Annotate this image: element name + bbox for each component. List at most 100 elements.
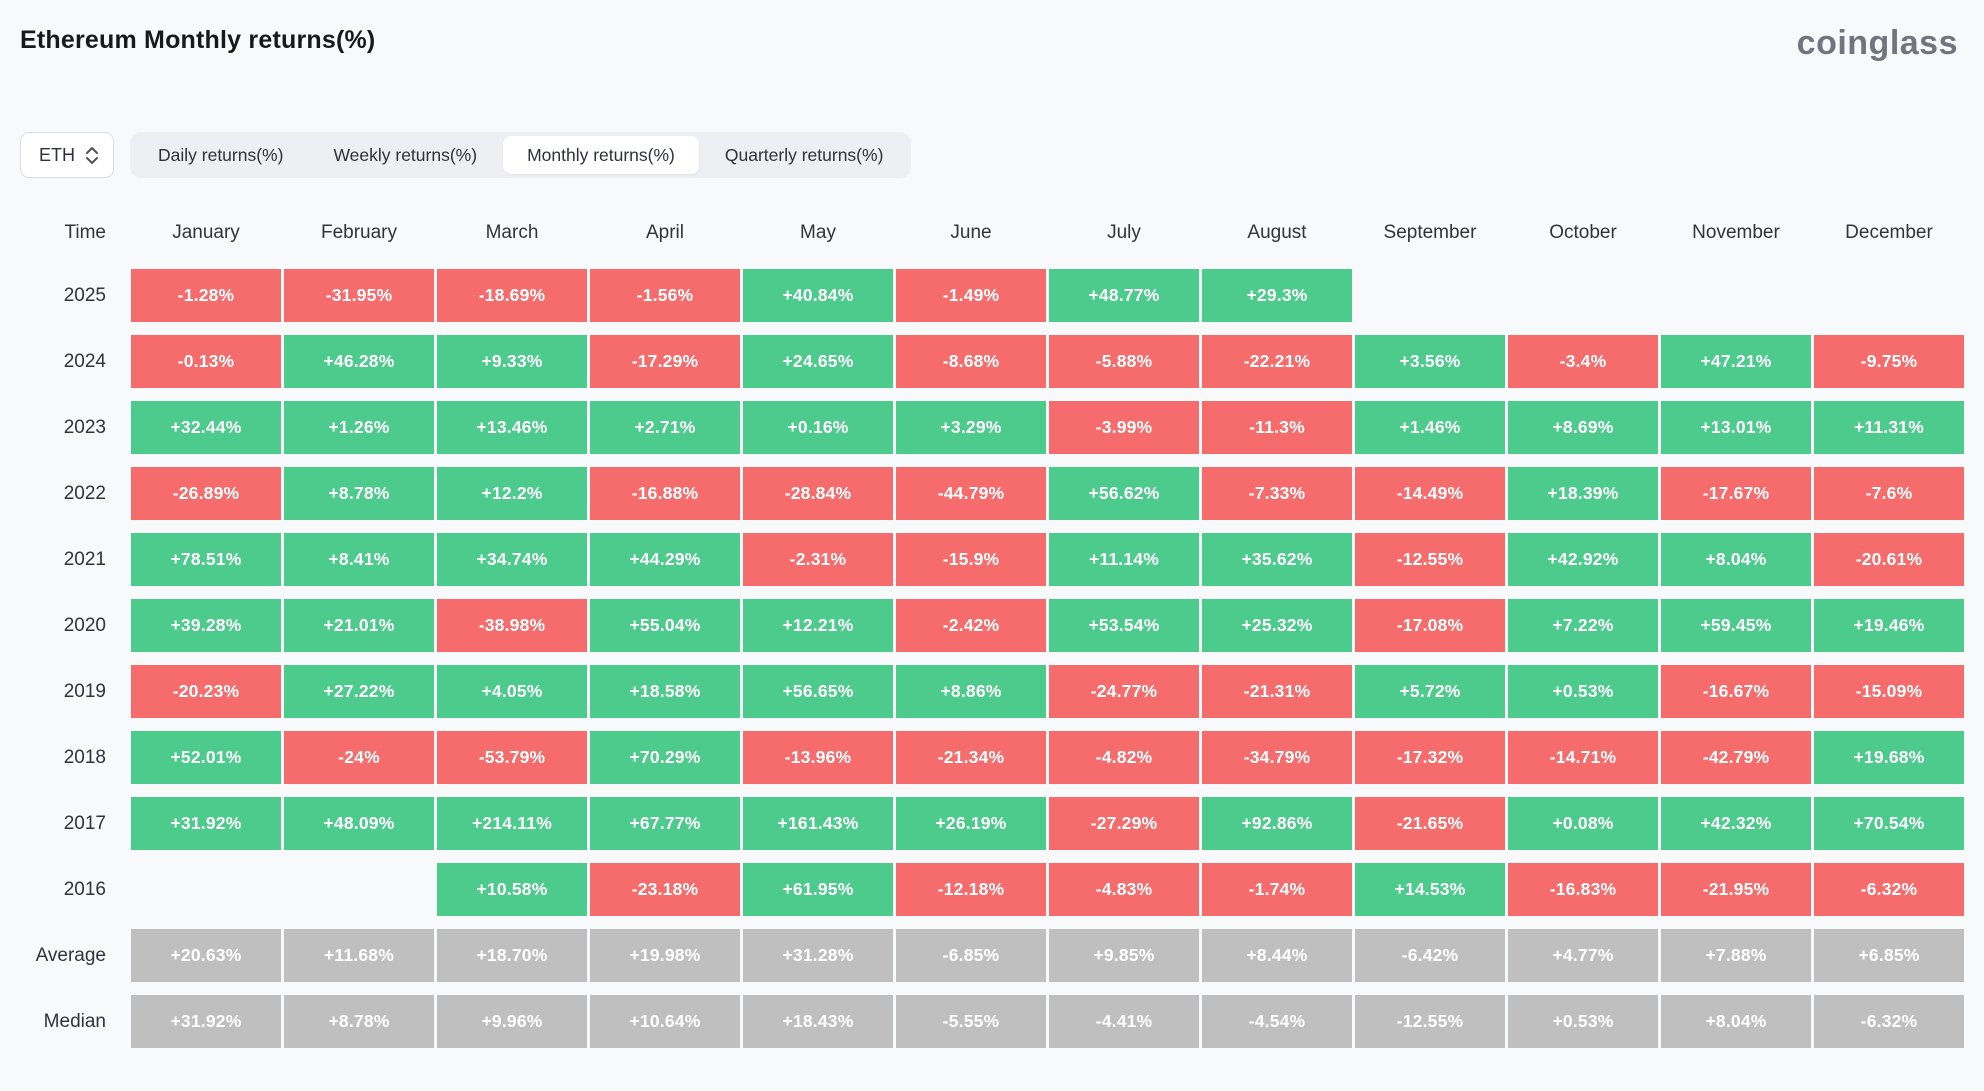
- return-cell: +11.14%: [1049, 533, 1199, 586]
- return-cell: -34.79%: [1202, 731, 1352, 784]
- return-cell: +52.01%: [131, 731, 281, 784]
- return-cell: +19.46%: [1814, 599, 1964, 652]
- return-cell: +1.46%: [1355, 401, 1505, 454]
- return-cell: +55.04%: [590, 599, 740, 652]
- return-cell: -21.31%: [1202, 665, 1352, 718]
- return-cell: +6.85%: [1814, 929, 1964, 982]
- return-cell: -6.32%: [1814, 863, 1964, 916]
- symbol-select-value: ETH: [39, 144, 75, 165]
- return-cell: -7.33%: [1202, 467, 1352, 520]
- return-cell: -21.34%: [896, 731, 1046, 784]
- return-cell: +31.92%: [131, 995, 281, 1048]
- return-cell: +31.28%: [743, 929, 893, 982]
- return-cell: -26.89%: [131, 467, 281, 520]
- return-cell: -1.28%: [131, 269, 281, 322]
- return-cell: +24.65%: [743, 335, 893, 388]
- month-column-header: October: [1549, 222, 1617, 243]
- return-cell: -8.68%: [896, 335, 1046, 388]
- return-cell: +27.22%: [284, 665, 434, 718]
- row-label: Average: [35, 944, 106, 966]
- tab-daily-returns[interactable]: Daily returns(%): [134, 136, 307, 174]
- return-cell: +8.69%: [1508, 401, 1658, 454]
- return-cell: +53.54%: [1049, 599, 1199, 652]
- return-cell: -17.29%: [590, 335, 740, 388]
- empty-cell: [131, 863, 281, 916]
- return-cell: +70.29%: [590, 731, 740, 784]
- tab-weekly-returns[interactable]: Weekly returns(%): [309, 136, 501, 174]
- return-cell: +21.01%: [284, 599, 434, 652]
- return-cell: +61.95%: [743, 863, 893, 916]
- return-cell: -27.29%: [1049, 797, 1199, 850]
- return-cell: -23.18%: [590, 863, 740, 916]
- tab-monthly-returns[interactable]: Monthly returns(%): [503, 136, 699, 174]
- return-cell: -12.18%: [896, 863, 1046, 916]
- return-cell: +8.78%: [284, 995, 434, 1048]
- return-cell: -3.99%: [1049, 401, 1199, 454]
- return-cell: +13.46%: [437, 401, 587, 454]
- return-cell: -6.85%: [896, 929, 1046, 982]
- row-label: 2024: [63, 350, 106, 372]
- return-cell: +19.98%: [590, 929, 740, 982]
- return-cell: -1.49%: [896, 269, 1046, 322]
- return-cell: +34.74%: [437, 533, 587, 586]
- return-cell: +12.21%: [743, 599, 893, 652]
- returns-tabbar: Daily returns(%) Weekly returns(%) Month…: [130, 132, 912, 178]
- return-cell: +0.53%: [1508, 665, 1658, 718]
- return-cell: +214.11%: [437, 797, 587, 850]
- month-column-header: January: [172, 222, 240, 243]
- symbol-select[interactable]: ETH: [20, 132, 114, 178]
- return-cell: -20.61%: [1814, 533, 1964, 586]
- return-cell: +46.28%: [284, 335, 434, 388]
- return-cell: +4.05%: [437, 665, 587, 718]
- return-cell: -13.96%: [743, 731, 893, 784]
- return-cell: +10.64%: [590, 995, 740, 1048]
- row-label: 2023: [63, 416, 106, 438]
- return-cell: -18.69%: [437, 269, 587, 322]
- return-cell: -12.55%: [1355, 533, 1505, 586]
- return-cell: +4.77%: [1508, 929, 1658, 982]
- return-cell: +11.31%: [1814, 401, 1964, 454]
- return-cell: +18.39%: [1508, 467, 1658, 520]
- return-cell: +78.51%: [131, 533, 281, 586]
- return-cell: -3.4%: [1508, 335, 1658, 388]
- row-label: 2020: [63, 614, 106, 636]
- return-cell: +40.84%: [743, 269, 893, 322]
- month-column-header: April: [645, 222, 684, 243]
- row-label: 2025: [63, 284, 106, 306]
- month-column-header: July: [1107, 222, 1141, 243]
- return-cell: -0.13%: [131, 335, 281, 388]
- return-cell: -20.23%: [131, 665, 281, 718]
- return-cell: +35.62%: [1202, 533, 1352, 586]
- tab-quarterly-returns[interactable]: Quarterly returns(%): [701, 136, 908, 174]
- return-cell: -6.32%: [1814, 995, 1964, 1048]
- return-cell: +5.72%: [1355, 665, 1505, 718]
- return-cell: +8.04%: [1661, 995, 1811, 1048]
- return-cell: -11.3%: [1202, 401, 1352, 454]
- return-cell: +3.56%: [1355, 335, 1505, 388]
- returns-table: Time January February March April May June July…: [20, 210, 1964, 1048]
- return-cell: -44.79%: [896, 467, 1046, 520]
- return-cell: -21.95%: [1661, 863, 1811, 916]
- return-cell: +18.58%: [590, 665, 740, 718]
- return-cell: +25.32%: [1202, 599, 1352, 652]
- return-cell: +56.62%: [1049, 467, 1199, 520]
- return-cell: +12.2%: [437, 467, 587, 520]
- month-column-header: May: [800, 222, 836, 243]
- return-cell: -31.95%: [284, 269, 434, 322]
- empty-cell: [1508, 269, 1658, 322]
- return-cell: +9.33%: [437, 335, 587, 388]
- return-cell: +8.86%: [896, 665, 1046, 718]
- return-cell: +13.01%: [1661, 401, 1811, 454]
- return-cell: -14.49%: [1355, 467, 1505, 520]
- return-cell: +7.22%: [1508, 599, 1658, 652]
- return-cell: -6.42%: [1355, 929, 1505, 982]
- return-cell: -28.84%: [743, 467, 893, 520]
- time-column-header: Time: [64, 222, 106, 243]
- return-cell: +67.77%: [590, 797, 740, 850]
- return-cell: +92.86%: [1202, 797, 1352, 850]
- month-column-header: December: [1845, 222, 1933, 243]
- page-title: Ethereum Monthly returns(%): [20, 26, 376, 54]
- row-label: 2018: [63, 746, 106, 768]
- return-cell: +56.65%: [743, 665, 893, 718]
- return-cell: +44.29%: [590, 533, 740, 586]
